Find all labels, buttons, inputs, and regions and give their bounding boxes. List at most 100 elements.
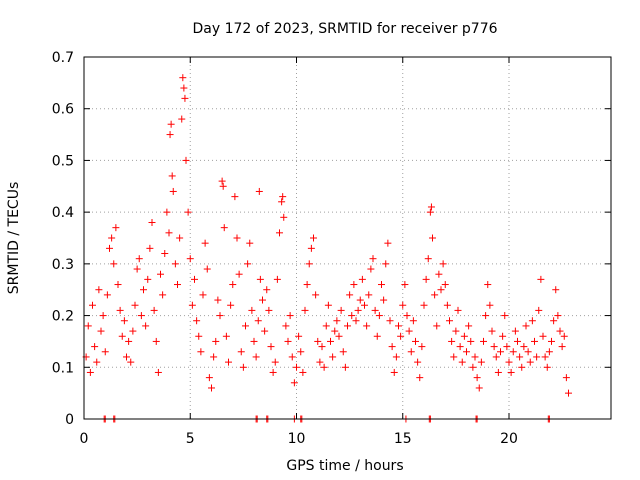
- data-point: [246, 239, 254, 247]
- data-point: [290, 379, 298, 387]
- data-point: [382, 260, 390, 268]
- data-point: [284, 337, 292, 345]
- data-point: [237, 348, 245, 356]
- data-point: [233, 234, 241, 242]
- data-point: [222, 332, 230, 340]
- data-point: [168, 172, 176, 180]
- data-point: [545, 348, 553, 356]
- data-point: [295, 332, 303, 340]
- data-point: [116, 306, 124, 314]
- data-point: [403, 312, 411, 320]
- data-point: [414, 358, 422, 366]
- data-point: [507, 368, 515, 376]
- data-point: [99, 312, 107, 320]
- data-point: [475, 384, 483, 392]
- data-point: [227, 301, 235, 309]
- data-point: [356, 296, 364, 304]
- data-point: [307, 244, 315, 252]
- plot-frame: [83, 56, 612, 420]
- data-point: [235, 270, 243, 278]
- data-point: [541, 353, 549, 361]
- data-point: [458, 358, 466, 366]
- data-point: [497, 348, 504, 356]
- data-point: [528, 317, 536, 325]
- data-point: [437, 286, 445, 294]
- data-point: [256, 275, 264, 283]
- data-point: [369, 255, 377, 263]
- y-tick-label: 0.6: [52, 102, 74, 118]
- data-point: [562, 374, 570, 382]
- data-point: [329, 353, 337, 361]
- data-point: [297, 348, 305, 356]
- data-point: [407, 348, 415, 356]
- data-point: [279, 193, 287, 201]
- data-point: [412, 337, 419, 345]
- data-points: [82, 74, 572, 423]
- data-point: [250, 337, 258, 345]
- data-point: [176, 234, 184, 242]
- data-point: [182, 156, 190, 164]
- data-point: [273, 275, 281, 283]
- grid: [84, 56, 611, 419]
- data-point: [503, 343, 511, 351]
- data-point: [554, 312, 562, 320]
- data-point: [318, 343, 326, 351]
- data-point: [276, 229, 283, 237]
- data-point: [278, 198, 286, 206]
- data-point: [216, 312, 224, 320]
- data-point: [484, 281, 492, 289]
- data-point: [248, 306, 256, 314]
- data-point: [469, 363, 477, 371]
- data-point: [435, 270, 443, 278]
- data-point: [399, 301, 407, 309]
- data-point: [418, 343, 426, 351]
- data-point: [522, 322, 530, 330]
- data-point: [181, 94, 189, 102]
- data-point: [127, 358, 135, 366]
- y-tick-label: 0: [65, 412, 74, 428]
- data-point: [314, 337, 322, 345]
- data-point: [180, 84, 188, 92]
- data-point: [556, 327, 564, 335]
- data-point: [533, 353, 541, 361]
- data-point: [558, 343, 566, 351]
- data-point: [301, 306, 309, 314]
- data-point: [84, 322, 92, 330]
- data-point: [255, 187, 263, 195]
- data-point: [518, 363, 526, 371]
- x-tick-labels: 0 5 10 15 20: [80, 431, 518, 447]
- data-point: [282, 322, 290, 330]
- data-point: [220, 224, 228, 232]
- data-point: [89, 301, 96, 309]
- data-point: [448, 337, 456, 345]
- data-point: [397, 332, 405, 340]
- data-point: [460, 332, 468, 340]
- data-point: [499, 332, 507, 340]
- y-tick-label: 0.4: [52, 205, 74, 221]
- data-point: [129, 327, 137, 335]
- data-point: [269, 368, 277, 376]
- data-point: [171, 260, 179, 268]
- data-point: [125, 337, 133, 345]
- data-point: [174, 281, 181, 289]
- data-point: [157, 270, 164, 278]
- x-tick-label: 0: [80, 431, 89, 447]
- data-point: [320, 363, 328, 371]
- data-point: [443, 301, 451, 309]
- data-point: [135, 255, 143, 263]
- data-point: [267, 343, 275, 351]
- data-point: [179, 74, 187, 82]
- data-point: [193, 317, 201, 325]
- data-point: [229, 281, 237, 289]
- data-point: [346, 291, 354, 299]
- data-point: [465, 322, 473, 330]
- data-point: [520, 343, 528, 351]
- data-point: [371, 306, 379, 314]
- data-point: [178, 115, 186, 123]
- data-point: [166, 131, 174, 139]
- data-point: [373, 332, 381, 340]
- data-point: [201, 239, 209, 247]
- data-point: [191, 275, 198, 283]
- data-point: [365, 291, 373, 299]
- data-point: [286, 312, 294, 320]
